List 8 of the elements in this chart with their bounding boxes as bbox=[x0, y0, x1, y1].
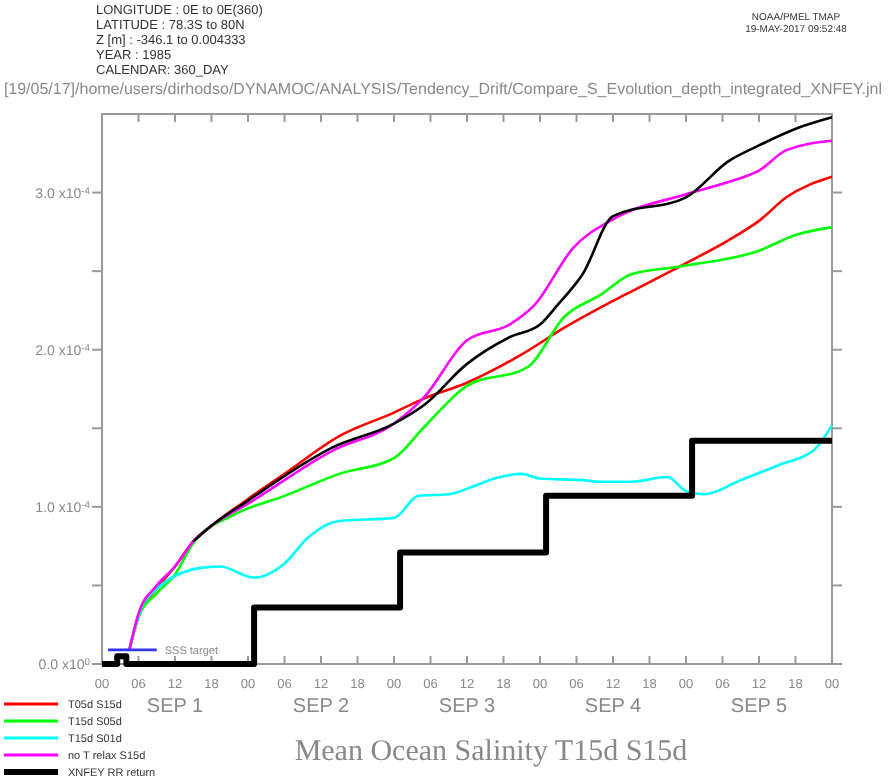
text: SEP 2 bbox=[292, 696, 351, 718]
text: SEP 4 bbox=[584, 696, 643, 718]
chart-subtitle: [19/05/17]/home/users/dirhodso/DYNAMOC/ANALYSIS/Tendency_Drift/Compare_S_Evolution_depth_integrated_XNFEY.jnl bbox=[3, 80, 883, 98]
text: Mean Ocean Salinity T15d S15d bbox=[294, 736, 689, 768]
text: SEP 3 bbox=[438, 696, 497, 718]
line-series bbox=[191, 115, 834, 543]
text: SEP 5 bbox=[730, 696, 789, 718]
text: SEP 1 bbox=[146, 696, 205, 718]
